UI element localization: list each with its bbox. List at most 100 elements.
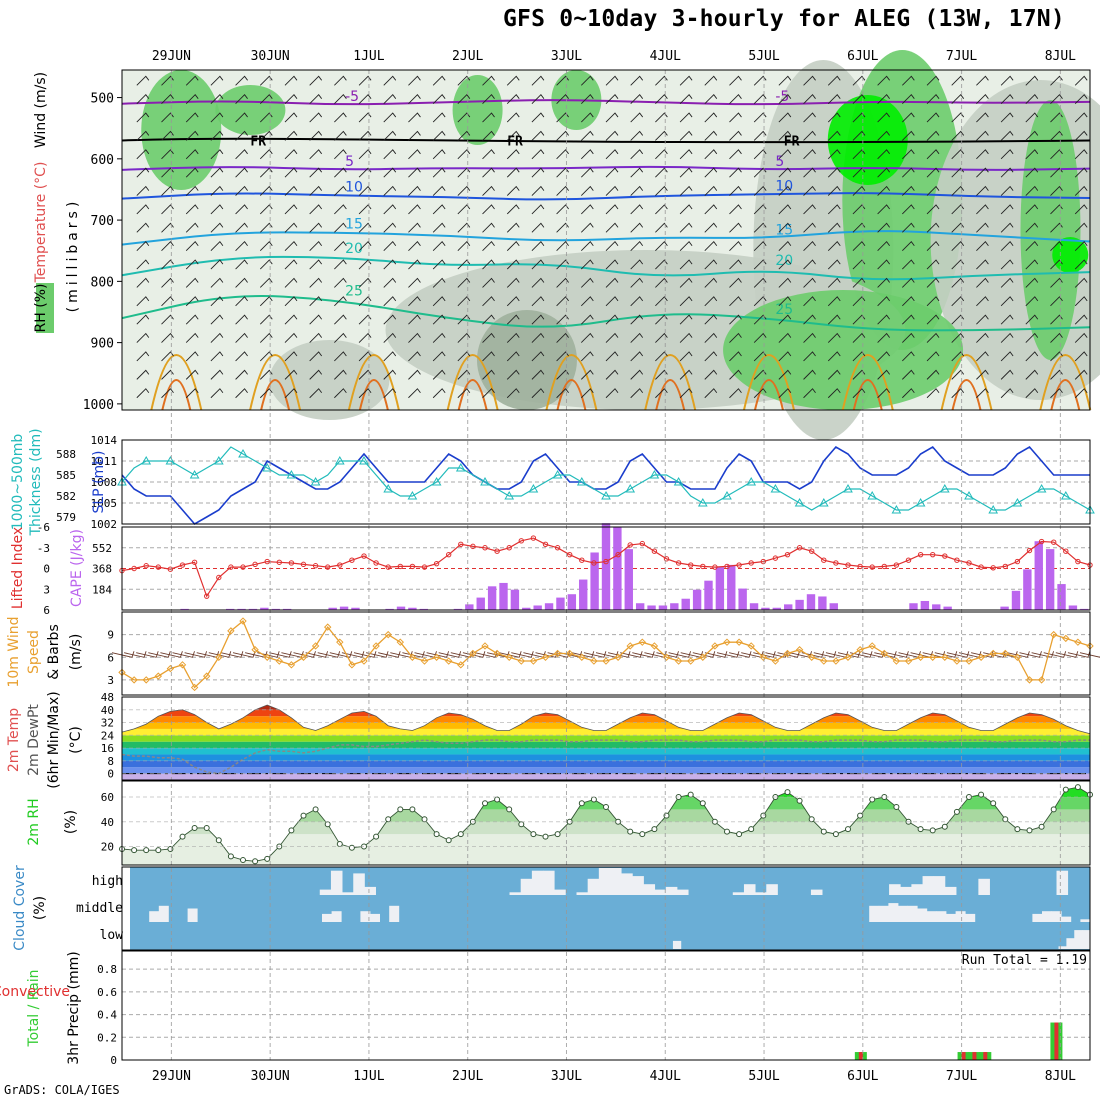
cape-bar: [635, 603, 645, 610]
wind-barb: [655, 296, 668, 307]
cloud-cover-bar: [732, 892, 745, 895]
cloud-cover-bar: [149, 911, 160, 922]
rh-marker: [724, 828, 730, 835]
wind-barb: [902, 277, 915, 288]
wind-barb: [185, 241, 199, 252]
rh-marker: [445, 837, 452, 844]
wind-barb: [877, 369, 890, 380]
cloud-cover-bar: [926, 911, 937, 922]
wind-barb: [136, 222, 150, 233]
wind-barb: [432, 94, 446, 105]
wind-barb: [210, 130, 224, 141]
wind-barb: [358, 388, 372, 399]
cloud-cover-bar: [755, 892, 767, 895]
wind-speed-marker: [420, 657, 429, 665]
wind-speed-marker: [1013, 653, 1022, 661]
wind-barb: [457, 222, 471, 233]
wind-barb: [136, 130, 150, 141]
wind-barb: [926, 314, 940, 325]
wind-barb: [753, 75, 767, 86]
wind-barb: [309, 130, 323, 141]
wind-barb: [531, 314, 545, 325]
wind-barb: [852, 314, 866, 325]
cape-bar: [567, 594, 577, 610]
wind-barb: [432, 222, 446, 233]
lifted-index-marker: [966, 560, 972, 566]
rh-marker: [264, 855, 271, 862]
lifted-index-marker: [893, 562, 900, 568]
wind-barb: [704, 369, 718, 380]
wind-barb: [457, 204, 471, 215]
slp-tick-label: 1014: [91, 434, 118, 447]
wind-barb: [1025, 259, 1039, 270]
cloud-cover-bar: [676, 889, 689, 895]
rh-marker: [627, 828, 634, 835]
lifted-index-tick-label: -6: [37, 521, 50, 534]
precip-tick-label: 0.6: [97, 986, 117, 999]
cape-bar: [1011, 590, 1021, 610]
panel-frame: [121, 950, 1091, 1061]
lifted-index-marker: [821, 557, 827, 563]
wind-barb: [827, 75, 841, 86]
wind-barb: [482, 75, 495, 86]
wind-barb: [185, 94, 199, 105]
cape-bar: [180, 608, 189, 610]
wind-barb: [408, 222, 421, 233]
surface-wind-barb: [305, 651, 329, 658]
lifted-index-axis-label: Lifted Index: [10, 527, 26, 609]
wind-barb: [951, 241, 965, 252]
surface-wind-barb: [293, 651, 316, 658]
wind-barb: [1000, 388, 1014, 399]
wind-barb: [729, 185, 742, 196]
wind-barb: [457, 112, 471, 123]
cloud-cover-bar: [1082, 930, 1091, 949]
thickness-marker: [891, 504, 902, 514]
precip-convective-bar: [1054, 1022, 1059, 1060]
wind-speed-marker: [1025, 676, 1034, 684]
thickness-marker: [939, 483, 950, 493]
lifted-index-marker: [1051, 539, 1057, 545]
wind-barb: [284, 369, 298, 380]
temperature-color-band: [122, 735, 1090, 742]
wind-barb: [408, 241, 421, 252]
precip-tick-label: 0.8: [97, 963, 117, 976]
wind-barb: [778, 296, 792, 307]
wind-barb: [210, 296, 224, 307]
rh-marker: [179, 833, 186, 840]
cloud-cover-bar: [543, 870, 555, 895]
temperature-tick-label: 48: [101, 691, 114, 704]
wind-speed-marker: [348, 661, 356, 669]
wind-barb: [408, 388, 421, 399]
wind-barb: [408, 167, 421, 178]
hot-isotherm: [1050, 379, 1081, 411]
isotherm-label: 15: [775, 222, 793, 238]
wind-barb: [605, 314, 619, 325]
wind-barb: [630, 167, 644, 178]
cape-bar: [1023, 569, 1032, 610]
wind-speed-marker: [1049, 630, 1058, 639]
surface-wind-barb: [704, 651, 728, 658]
thickness-tick-label: 588: [56, 448, 76, 461]
lifted-index-marker: [361, 553, 367, 559]
wind-barb: [235, 241, 248, 252]
wind-barb: [235, 222, 248, 233]
wind-barb: [432, 75, 446, 86]
top-date-label: 8JUL: [1045, 49, 1076, 64]
wind-barb: [1025, 369, 1039, 380]
wind-barb: [259, 75, 273, 86]
thickness-marker: [455, 462, 466, 472]
wind-speed-marker: [953, 657, 961, 665]
wind-barb: [556, 167, 569, 178]
wind-barb: [161, 75, 174, 86]
thickness-marker: [407, 490, 418, 500]
wind-barb: [827, 222, 841, 233]
wind-barb: [457, 296, 471, 307]
wind-barb: [1000, 167, 1014, 178]
temperature-color-band: [122, 728, 1090, 736]
thickness-marker: [649, 469, 660, 479]
cape-bar: [715, 567, 725, 610]
wind-barb: [358, 167, 372, 178]
precip-convective-label: Convective: [0, 984, 70, 1000]
rh-shading-area: [452, 75, 503, 145]
thickness-marker: [770, 483, 781, 493]
